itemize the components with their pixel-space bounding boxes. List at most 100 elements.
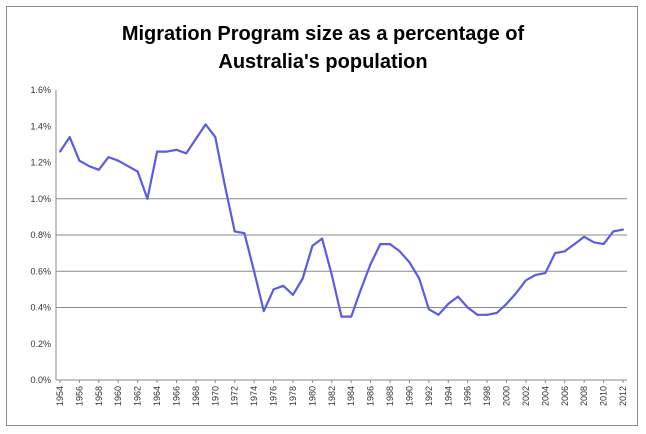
data-point	[291, 293, 294, 296]
x-tick-label: 1966	[171, 386, 181, 406]
chart-title-line-1: Migration Program size as a percentage o…	[121, 23, 525, 45]
y-tick-label: 1.6%	[30, 85, 51, 95]
x-tick-label: 2012	[618, 386, 628, 406]
data-point	[486, 313, 489, 316]
x-tick-label: 1972	[230, 386, 240, 406]
x-tick-label: 1978	[288, 386, 298, 406]
x-tick-label: 1956	[74, 386, 84, 406]
data-point	[175, 148, 178, 151]
y-tick-label: 1.0%	[30, 194, 51, 204]
data-point	[185, 152, 188, 155]
data-point	[612, 230, 615, 233]
data-point	[321, 237, 324, 240]
data-point	[59, 150, 61, 153]
x-tick-label: 1996	[463, 386, 473, 406]
data-point	[311, 244, 314, 247]
y-tick-label: 1.2%	[30, 158, 51, 168]
data-point	[369, 263, 372, 265]
axes	[55, 90, 627, 383]
x-tick-label: 1976	[269, 386, 279, 406]
x-tick-label: 1992	[424, 386, 434, 406]
data-point	[165, 150, 168, 153]
data-point	[379, 243, 382, 246]
data-point	[398, 250, 401, 253]
x-tick-label: 1964	[152, 386, 162, 406]
data-point	[456, 295, 459, 298]
x-tick-label: 2008	[579, 386, 589, 406]
y-tick-label: 0.0%	[30, 375, 51, 385]
data-point	[340, 315, 343, 318]
data-point	[592, 241, 595, 244]
x-tick-label: 1986	[366, 386, 376, 406]
data-point	[359, 288, 362, 291]
x-tick-label: 1968	[191, 386, 201, 406]
y-tick-label: 0.4%	[30, 303, 51, 313]
gridlines	[56, 198, 627, 308]
data-point	[437, 313, 440, 316]
x-tick-label: 1960	[113, 386, 123, 406]
data-point	[515, 292, 518, 294]
data-point	[156, 150, 159, 153]
x-tick-label: 1954	[55, 386, 65, 406]
data-point	[563, 250, 566, 253]
data-point	[107, 156, 110, 159]
y-tick-label: 0.8%	[30, 230, 51, 240]
x-tick-label: 1962	[133, 386, 143, 406]
y-tick-label: 0.2%	[30, 339, 51, 349]
data-point	[495, 311, 498, 314]
x-tick-label: 1990	[404, 386, 414, 406]
x-tick-label: 1970	[210, 386, 220, 406]
data-point	[126, 165, 129, 168]
data-point	[88, 165, 91, 168]
data-point	[253, 270, 256, 273]
data-point	[330, 273, 333, 276]
data-point	[389, 243, 392, 246]
x-tick-label: 1958	[94, 386, 104, 406]
data-point	[117, 159, 120, 162]
data-point	[136, 170, 139, 173]
x-tick-label: 1982	[327, 386, 337, 406]
x-tick-label: 1980	[307, 386, 317, 406]
data-point	[350, 315, 353, 318]
data-point	[427, 308, 430, 311]
data-point	[68, 136, 71, 139]
x-tick-label: 1974	[249, 386, 259, 406]
data-point	[272, 288, 275, 291]
data-point	[97, 168, 100, 171]
data-point	[78, 159, 81, 162]
series	[59, 123, 624, 318]
chart-title: Migration Program size as a percentage o…	[0, 20, 646, 76]
data-point	[146, 197, 149, 200]
data-point	[224, 185, 227, 188]
data-point	[194, 137, 197, 140]
data-point	[602, 243, 605, 246]
data-point	[524, 279, 527, 282]
data-point	[476, 313, 479, 316]
data-point	[505, 302, 508, 305]
data-point	[204, 123, 207, 126]
data-point	[243, 232, 246, 235]
data-point	[583, 235, 586, 238]
chart-frame	[6, 6, 638, 426]
x-tick-label: 2004	[540, 386, 550, 406]
data-point	[214, 136, 217, 139]
data-point	[554, 252, 557, 255]
y-tick-label: 0.6%	[30, 266, 51, 276]
x-tick-label: 2000	[502, 386, 512, 406]
data-point	[447, 302, 450, 305]
chart-title-line-2: Australia's population	[218, 51, 428, 73]
data-point	[534, 273, 537, 276]
data-point	[262, 310, 265, 313]
data-point	[282, 284, 285, 287]
x-tick-label: 1984	[346, 386, 356, 406]
x-tick-label: 2010	[599, 386, 609, 406]
data-point	[573, 243, 576, 246]
x-tick-label: 1998	[482, 386, 492, 406]
y-tick-labels: 0.0% 0.2% 0.4% 0.6% 0.8% 1.0% 1.2% 1.4% 1.6%	[30, 85, 51, 385]
x-tick-labels: 1954 1956 1958 1960 1962 1964 1966 1968 1970 1972…	[55, 386, 628, 406]
x-tick-label: 2006	[560, 386, 570, 406]
data-point	[418, 277, 421, 280]
data-point	[544, 272, 547, 275]
x-tick-label: 2002	[521, 386, 531, 406]
